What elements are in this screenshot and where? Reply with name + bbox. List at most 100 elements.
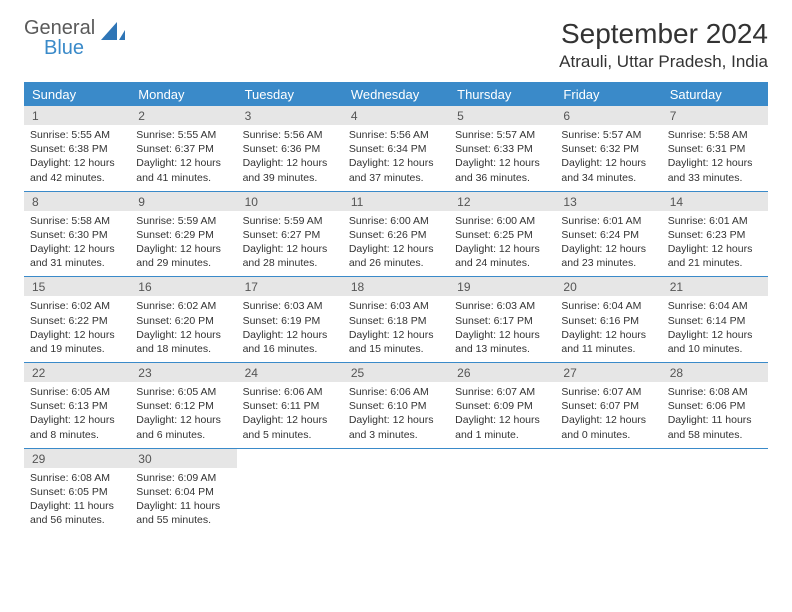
- sunrise-text: Sunrise: 6:06 AM: [243, 385, 337, 399]
- location: Atrauli, Uttar Pradesh, India: [559, 52, 768, 72]
- day-number-row: 15161718192021: [24, 277, 768, 296]
- daylight-text: Daylight: 12 hours and 18 minutes.: [136, 328, 230, 356]
- sunrise-text: Sunrise: 6:06 AM: [349, 385, 443, 399]
- sunrise-text: Sunrise: 5:59 AM: [243, 214, 337, 228]
- sunrise-text: Sunrise: 6:08 AM: [668, 385, 762, 399]
- sunset-text: Sunset: 6:23 PM: [668, 228, 762, 242]
- sunset-text: Sunset: 6:04 PM: [136, 485, 230, 499]
- day-number: [662, 449, 768, 468]
- day-number: 27: [555, 363, 661, 382]
- daylight-text: Daylight: 12 hours and 21 minutes.: [668, 242, 762, 270]
- day-number: 26: [449, 363, 555, 382]
- day-cell: Sunrise: 6:03 AMSunset: 6:18 PMDaylight:…: [343, 296, 449, 362]
- daylight-text: Daylight: 12 hours and 1 minute.: [455, 413, 549, 441]
- daylight-text: Daylight: 12 hours and 19 minutes.: [30, 328, 124, 356]
- sunset-text: Sunset: 6:25 PM: [455, 228, 549, 242]
- day-cell: Sunrise: 6:09 AMSunset: 6:04 PMDaylight:…: [130, 468, 236, 534]
- sunset-text: Sunset: 6:12 PM: [136, 399, 230, 413]
- day-detail-row: Sunrise: 6:02 AMSunset: 6:22 PMDaylight:…: [24, 296, 768, 362]
- day-cell: Sunrise: 6:00 AMSunset: 6:25 PMDaylight:…: [449, 211, 555, 277]
- day-cell: Sunrise: 6:02 AMSunset: 6:20 PMDaylight:…: [130, 296, 236, 362]
- sunset-text: Sunset: 6:33 PM: [455, 142, 549, 156]
- weekday-header: Sunday: [24, 83, 130, 106]
- week: 2930Sunrise: 6:08 AMSunset: 6:05 PMDayli…: [24, 449, 768, 534]
- day-cell: Sunrise: 6:03 AMSunset: 6:17 PMDaylight:…: [449, 296, 555, 362]
- sunset-text: Sunset: 6:18 PM: [349, 314, 443, 328]
- weekday-header: Friday: [555, 83, 661, 106]
- day-number: 8: [24, 192, 130, 211]
- sunrise-text: Sunrise: 6:07 AM: [561, 385, 655, 399]
- day-detail-row: Sunrise: 6:08 AMSunset: 6:05 PMDaylight:…: [24, 468, 768, 534]
- sunrise-text: Sunrise: 5:59 AM: [136, 214, 230, 228]
- sunset-text: Sunset: 6:38 PM: [30, 142, 124, 156]
- sunset-text: Sunset: 6:05 PM: [30, 485, 124, 499]
- day-number: 5: [449, 106, 555, 125]
- weekday-header: Monday: [130, 83, 236, 106]
- sunset-text: Sunset: 6:17 PM: [455, 314, 549, 328]
- day-number: 14: [662, 192, 768, 211]
- title-block: September 2024 Atrauli, Uttar Pradesh, I…: [559, 18, 768, 72]
- day-detail-row: Sunrise: 5:58 AMSunset: 6:30 PMDaylight:…: [24, 211, 768, 277]
- sunrise-text: Sunrise: 6:02 AM: [136, 299, 230, 313]
- sunrise-text: Sunrise: 6:04 AM: [561, 299, 655, 313]
- sunset-text: Sunset: 6:07 PM: [561, 399, 655, 413]
- day-number-row: 2930: [24, 449, 768, 468]
- day-cell: Sunrise: 5:59 AMSunset: 6:29 PMDaylight:…: [130, 211, 236, 277]
- weekday-header: Tuesday: [237, 83, 343, 106]
- day-cell: Sunrise: 6:05 AMSunset: 6:12 PMDaylight:…: [130, 382, 236, 448]
- day-number: 18: [343, 277, 449, 296]
- day-cell: Sunrise: 6:08 AMSunset: 6:06 PMDaylight:…: [662, 382, 768, 448]
- sunrise-text: Sunrise: 5:56 AM: [349, 128, 443, 142]
- daylight-text: Daylight: 12 hours and 29 minutes.: [136, 242, 230, 270]
- sunrise-text: Sunrise: 6:02 AM: [30, 299, 124, 313]
- sunrise-text: Sunrise: 6:01 AM: [668, 214, 762, 228]
- sunset-text: Sunset: 6:36 PM: [243, 142, 337, 156]
- daylight-text: Daylight: 11 hours and 56 minutes.: [30, 499, 124, 527]
- sunset-text: Sunset: 6:20 PM: [136, 314, 230, 328]
- day-number: 1: [24, 106, 130, 125]
- daylight-text: Daylight: 12 hours and 33 minutes.: [668, 156, 762, 184]
- day-cell: Sunrise: 6:06 AMSunset: 6:10 PMDaylight:…: [343, 382, 449, 448]
- day-number: [343, 449, 449, 468]
- sunset-text: Sunset: 6:11 PM: [243, 399, 337, 413]
- daylight-text: Daylight: 12 hours and 26 minutes.: [349, 242, 443, 270]
- daylight-text: Daylight: 12 hours and 10 minutes.: [668, 328, 762, 356]
- daylight-text: Daylight: 12 hours and 11 minutes.: [561, 328, 655, 356]
- daylight-text: Daylight: 12 hours and 23 minutes.: [561, 242, 655, 270]
- day-number: 10: [237, 192, 343, 211]
- weekday-header-row: SundayMondayTuesdayWednesdayThursdayFrid…: [24, 83, 768, 106]
- sunset-text: Sunset: 6:30 PM: [30, 228, 124, 242]
- day-number: 20: [555, 277, 661, 296]
- daylight-text: Daylight: 11 hours and 55 minutes.: [136, 499, 230, 527]
- sunrise-text: Sunrise: 6:08 AM: [30, 471, 124, 485]
- logo-line2: Blue: [44, 38, 95, 58]
- day-number: 16: [130, 277, 236, 296]
- day-cell: Sunrise: 5:58 AMSunset: 6:30 PMDaylight:…: [24, 211, 130, 277]
- daylight-text: Daylight: 12 hours and 31 minutes.: [30, 242, 124, 270]
- daylight-text: Daylight: 12 hours and 37 minutes.: [349, 156, 443, 184]
- sunrise-text: Sunrise: 6:05 AM: [136, 385, 230, 399]
- sunset-text: Sunset: 6:22 PM: [30, 314, 124, 328]
- day-cell: Sunrise: 6:03 AMSunset: 6:19 PMDaylight:…: [237, 296, 343, 362]
- sunset-text: Sunset: 6:27 PM: [243, 228, 337, 242]
- sunrise-text: Sunrise: 6:04 AM: [668, 299, 762, 313]
- sunrise-text: Sunrise: 5:55 AM: [30, 128, 124, 142]
- week: 891011121314Sunrise: 5:58 AMSunset: 6:30…: [24, 192, 768, 278]
- sunset-text: Sunset: 6:32 PM: [561, 142, 655, 156]
- sunset-text: Sunset: 6:14 PM: [668, 314, 762, 328]
- sunrise-text: Sunrise: 6:03 AM: [243, 299, 337, 313]
- sunset-text: Sunset: 6:24 PM: [561, 228, 655, 242]
- sunrise-text: Sunrise: 6:03 AM: [349, 299, 443, 313]
- day-number: [237, 449, 343, 468]
- weekday-header: Wednesday: [343, 83, 449, 106]
- day-number: 11: [343, 192, 449, 211]
- day-number: 2: [130, 106, 236, 125]
- sunset-text: Sunset: 6:13 PM: [30, 399, 124, 413]
- daylight-text: Daylight: 12 hours and 13 minutes.: [455, 328, 549, 356]
- day-cell: Sunrise: 6:04 AMSunset: 6:14 PMDaylight:…: [662, 296, 768, 362]
- day-number: 6: [555, 106, 661, 125]
- sunrise-text: Sunrise: 6:00 AM: [455, 214, 549, 228]
- day-cell: [449, 468, 555, 534]
- day-number: 17: [237, 277, 343, 296]
- day-cell: Sunrise: 6:01 AMSunset: 6:24 PMDaylight:…: [555, 211, 661, 277]
